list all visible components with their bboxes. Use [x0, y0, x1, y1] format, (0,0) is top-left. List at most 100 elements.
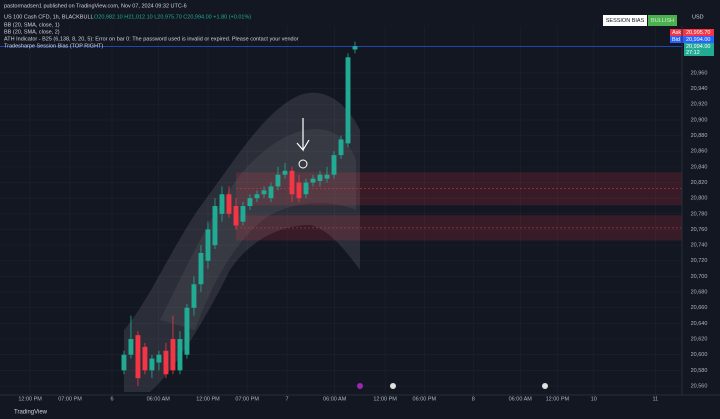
bid-label: Bid	[672, 37, 680, 43]
candle-body	[275, 174, 281, 187]
y-tick-label: 20,860	[691, 149, 708, 155]
candle-body	[177, 339, 183, 371]
y-tick-label: 20,960	[691, 70, 708, 76]
last-price: 20,994.00	[686, 44, 710, 50]
button[interactable]	[603, 15, 647, 26]
brand: TradingView	[14, 410, 48, 416]
zone	[235, 172, 683, 206]
y-tick-label: 20,840	[691, 164, 708, 170]
y-tick-label: 20,820	[691, 180, 708, 186]
event-icon	[390, 383, 396, 389]
candle-body	[226, 194, 232, 214]
candle-body	[247, 198, 253, 206]
y-tick-label: 20,700	[691, 274, 708, 280]
publisher: pastormadsen1 published on TradingView.c…	[4, 3, 187, 9]
event-icon	[542, 383, 548, 389]
candle-body	[233, 206, 239, 226]
y-tick-label: 20,560	[691, 383, 708, 389]
candle-body	[156, 354, 162, 363]
x-tick-label: 06:00 PM	[413, 396, 437, 402]
candle-body	[338, 139, 344, 156]
x-tick-label: 7	[286, 396, 289, 402]
y-tick-label: 20,620	[691, 336, 708, 342]
candle-body	[184, 307, 190, 355]
event-icon	[357, 383, 363, 389]
candle-body	[324, 174, 330, 179]
x-tick-label: 12:00 PM	[196, 396, 220, 402]
y-tick-label: 20,940	[691, 86, 708, 92]
candle-body	[128, 339, 134, 355]
x-tick-label: 06:00 AM	[147, 396, 171, 402]
y-tick-label: 20,920	[691, 102, 708, 108]
indicator: BB (20, SMA, close, 1)	[4, 22, 60, 28]
candle-body	[317, 174, 323, 181]
candle-body	[205, 229, 211, 261]
y-tick-label: 20,580	[691, 368, 708, 374]
bid-tag	[670, 36, 684, 43]
x-tick-label: 06:00 AM	[509, 396, 533, 402]
grid	[0, 26, 682, 395]
candle-body	[149, 358, 155, 371]
y-tick-label: 20,660	[691, 305, 708, 311]
bollinger-band-inner	[160, 129, 356, 330]
y-tick-label: 20,760	[691, 227, 708, 233]
candle-body	[310, 178, 316, 183]
candle-body	[170, 339, 176, 371]
y-tick-label: 20,900	[691, 117, 708, 123]
x-tick-label: 12:00 PM	[546, 396, 570, 402]
y-tick-label: 20,640	[691, 321, 708, 327]
x-tick-label: 12:00 PM	[373, 396, 397, 402]
ask-label: Ask	[672, 30, 681, 36]
button[interactable]	[648, 15, 677, 26]
last-tag	[684, 43, 714, 56]
candle-body	[191, 284, 197, 308]
candle-body	[282, 170, 288, 175]
candle-body	[240, 206, 246, 222]
candle-body	[254, 194, 260, 199]
plot	[0, 41, 683, 386]
y-tick-label: 20,800	[691, 196, 708, 202]
x-tick-label: 8	[472, 396, 475, 402]
bid: 20,994.00	[686, 37, 710, 43]
currency: USD	[692, 14, 704, 20]
candle-body	[163, 350, 169, 375]
button-label[interactable]: BULLISH	[651, 18, 674, 24]
x-tick-label: 07:00 PM	[235, 396, 259, 402]
indicator: ATH Indicator - B25 (6,138, 8, 20, 5): E…	[4, 36, 299, 42]
candle-body	[198, 252, 204, 285]
candle-body	[142, 346, 148, 371]
y-tick-label: 20,780	[691, 211, 708, 217]
ask: 20,995.70	[686, 30, 710, 36]
bid-tag	[684, 36, 714, 43]
candle-body	[303, 182, 309, 195]
x-tick-label: 6	[111, 396, 114, 402]
hand-circle	[298, 159, 308, 169]
candle-body	[289, 170, 295, 195]
x-tick-label: 11	[653, 396, 659, 402]
ask-tag	[684, 29, 714, 36]
x-tick-label: 10	[591, 396, 597, 402]
countdown: 27:12	[686, 50, 700, 56]
candle-body	[261, 190, 267, 195]
candle-body	[268, 186, 274, 199]
candle-body	[345, 57, 351, 144]
ohlc: O20,982.10 H21,012.10 L20,975.70 C20,994…	[94, 14, 251, 20]
indicator: Tradesharpe Session Bias (TOP RIGHT)	[4, 43, 103, 49]
candle-body	[135, 335, 141, 379]
candle-body	[331, 155, 337, 175]
footer	[0, 405, 720, 419]
indicator: BB (20, SMA, close, 2)	[4, 29, 60, 35]
button-label[interactable]: SESSION BIAS	[606, 18, 645, 24]
zone	[235, 215, 683, 241]
x-tick-label: 07:00 PM	[58, 396, 82, 402]
hand-arrow	[296, 118, 310, 152]
symbol: US 100 Cash CFD, 1h, BLACKBULL	[4, 14, 94, 20]
x-tick-label: 06:00 AM	[323, 396, 347, 402]
candle-body	[212, 206, 218, 246]
x-tick-label: 12:00 PM	[18, 396, 42, 402]
y-tick-label: 20,720	[691, 258, 708, 264]
y-tick-label: 20,740	[691, 243, 708, 249]
y-tick-label: 20,680	[691, 290, 708, 296]
